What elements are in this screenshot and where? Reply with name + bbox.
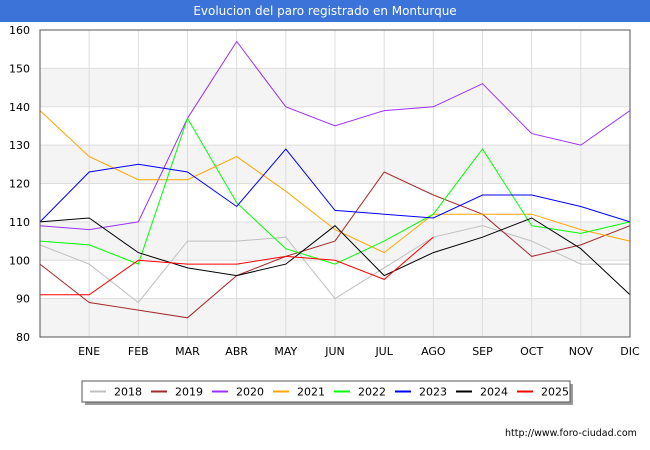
- y-tick-label: 110: [9, 216, 30, 229]
- legend-label-2025: 2025: [541, 386, 569, 399]
- x-tick-label: ABR: [225, 345, 248, 358]
- legend-label-2021: 2021: [297, 386, 325, 399]
- y-tick-label: 100: [9, 254, 30, 267]
- x-tick-label: AGO: [421, 345, 446, 358]
- series-line-2023: [39, 148, 631, 223]
- legend: 2018 2019 2020 2021 2022 2023 2024 2025: [81, 380, 573, 405]
- series-line-2020: [39, 40, 631, 231]
- y-axis-ticks: 80 90 100 110 120 130 140 150 160: [9, 24, 30, 344]
- x-tick-label: JUN: [324, 345, 345, 358]
- legend-label-2023: 2023: [419, 386, 447, 399]
- legend-box: [81, 380, 571, 403]
- legend-label-2024: 2024: [480, 386, 508, 399]
- x-tick-label: DIC: [620, 345, 640, 358]
- x-tick-label: JUL: [374, 345, 393, 358]
- x-tick-label: FEB: [128, 345, 149, 358]
- series-line-2021: [39, 110, 631, 254]
- series-line-2024: [39, 217, 631, 296]
- footer-url[interactable]: http://www.foro-ciudad.com: [505, 428, 637, 439]
- y-tick-label: 80: [16, 331, 30, 344]
- x-tick-label: NOV: [569, 345, 594, 358]
- legend-label-2020: 2020: [236, 386, 264, 399]
- y-tick-label: 120: [9, 178, 30, 191]
- x-tick-label: OCT: [520, 345, 543, 358]
- y-tick-label: 130: [9, 139, 30, 152]
- y-tick-label: 140: [9, 101, 30, 114]
- x-tick-label: MAR: [175, 345, 200, 358]
- series-line-2018: [39, 225, 630, 304]
- series-line-2022: [39, 117, 631, 265]
- chart-title: Evolucion del paro registrado en Monturq…: [0, 0, 650, 22]
- x-tick-label: ENE: [78, 345, 100, 358]
- legend-label-2022: 2022: [358, 386, 386, 399]
- plot-frame: [39, 29, 631, 338]
- legend-label-2019: 2019: [175, 386, 203, 399]
- legend-label-2018: 2018: [114, 386, 142, 399]
- x-tick-label: SEP: [472, 345, 493, 358]
- y-tick-label: 160: [9, 24, 30, 37]
- y-tick-label: 90: [16, 293, 30, 306]
- series-line-2025: [40, 236, 434, 296]
- series-lines: [39, 40, 631, 319]
- x-tick-label: MAY: [274, 345, 297, 358]
- series-line-2019: [39, 171, 631, 319]
- y-tick-label: 150: [9, 62, 30, 75]
- x-axis-ticks: ENE FEB MAR ABR MAY JUN JUL AGO SEP OCT NOV DIC: [78, 345, 640, 358]
